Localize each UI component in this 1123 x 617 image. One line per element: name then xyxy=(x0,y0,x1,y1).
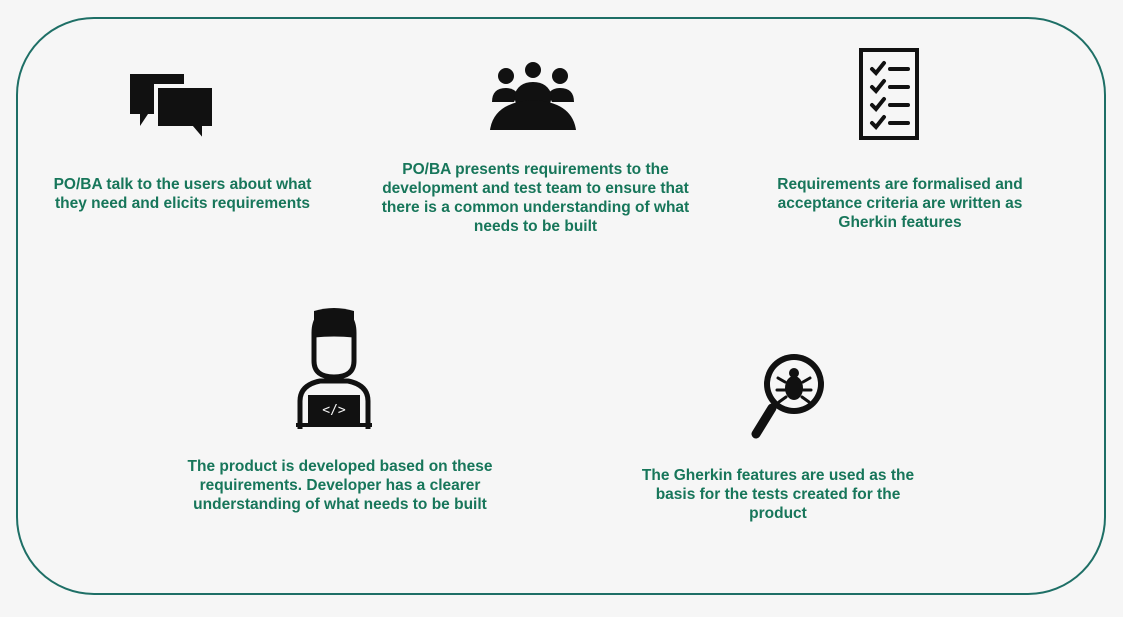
checklist-icon xyxy=(858,47,920,141)
bug-search-icon xyxy=(748,350,832,440)
developer-icon: </> xyxy=(290,305,378,431)
step-caption-elicit: PO/BA talk to the users about what they … xyxy=(53,176,312,212)
team-group-icon xyxy=(488,60,578,132)
step-caption-formalise: Requirements are formalised and acceptan… xyxy=(777,176,1023,231)
step-caption-develop: The product is developed based on these … xyxy=(187,458,493,513)
svg-text:</>: </> xyxy=(322,403,346,418)
chat-bubbles-icon xyxy=(126,70,218,144)
process-frame xyxy=(16,17,1106,595)
step-caption-present: PO/BA presents requirements to the devel… xyxy=(381,161,690,235)
step-caption-test: The Gherkin features are used as the bas… xyxy=(641,467,915,522)
